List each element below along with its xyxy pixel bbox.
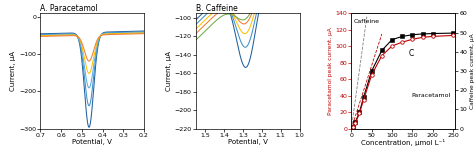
X-axis label: Potential, V: Potential, V <box>228 139 268 145</box>
Y-axis label: Paracetamol peak current, μA: Paracetamol peak current, μA <box>328 27 333 115</box>
Text: Caffeine: Caffeine <box>354 19 379 24</box>
Text: A. Paracetamol: A. Paracetamol <box>40 4 98 13</box>
Y-axis label: Current, μA: Current, μA <box>10 51 16 91</box>
Text: C: C <box>408 49 413 58</box>
Text: B. Caffeine: B. Caffeine <box>196 4 237 13</box>
Y-axis label: Caffeine peak current, μA: Caffeine peak current, μA <box>470 33 474 109</box>
Text: Paracetamol: Paracetamol <box>411 93 451 98</box>
X-axis label: Concentration, μmol L⁻¹: Concentration, μmol L⁻¹ <box>361 139 445 146</box>
X-axis label: Potential, V: Potential, V <box>72 139 112 145</box>
Y-axis label: Current, μA: Current, μA <box>166 51 172 91</box>
